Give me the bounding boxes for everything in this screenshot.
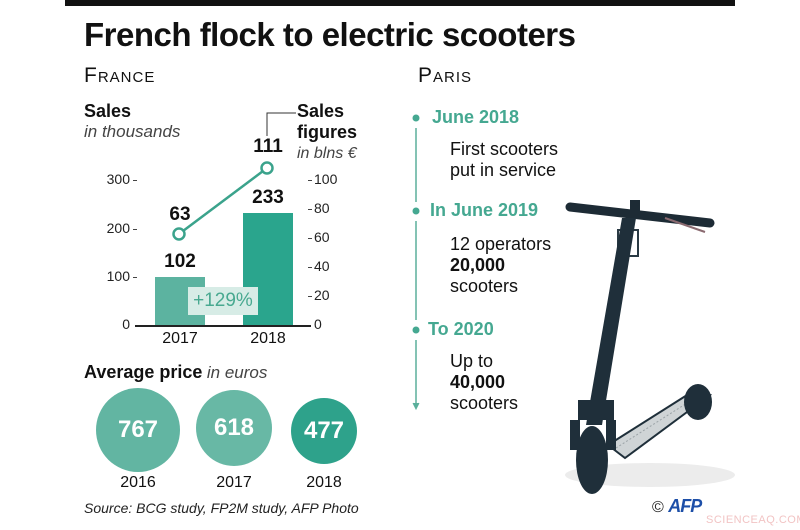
left-tick-200: 200: [106, 220, 130, 236]
left-tick-0: 0: [122, 316, 130, 332]
price-year-2016: 2016: [120, 474, 156, 491]
event-1-line-2: put in service: [450, 160, 557, 180]
afp-logo: AFP: [668, 496, 702, 516]
top-rule: [65, 0, 735, 6]
timeline-event-1: First scooters put in service: [450, 139, 558, 181]
timeline-date-1: June 2018: [432, 107, 520, 127]
timeline-date-2: In June 2019: [430, 200, 539, 220]
right-tick-60: 60: [314, 229, 330, 245]
price-circle-2018: 477: [291, 398, 357, 464]
source-note: Source: BCG study, FP2M study, AFP Photo: [84, 500, 359, 516]
sales-label: Sales: [84, 101, 132, 121]
tick-mark: [308, 267, 312, 268]
avg-price-heading: Average price in euros: [84, 362, 267, 383]
sales-unit: in thousands: [84, 122, 181, 141]
label-connector: [266, 112, 296, 136]
section-paris-heading: Paris: [418, 64, 473, 87]
price-circle-2016: 767: [96, 388, 180, 472]
right-tick-20: 20: [314, 287, 330, 303]
price-year-2017: 2017: [216, 474, 252, 491]
scooter-photo: [565, 200, 735, 494]
timeline-event-2: 12 operators 20,000 scooters: [450, 234, 551, 297]
event-2-line-2: 20,000: [450, 255, 506, 275]
bar-2018-value: 233: [252, 187, 284, 208]
tick-mark: [133, 229, 137, 230]
sales-figures-label-1: Sales: [297, 101, 345, 121]
event-3-line-3: scooters: [450, 393, 519, 413]
growth-badge: +129%: [188, 287, 258, 315]
right-tick-100: 100: [314, 171, 338, 187]
timeline-date-3: To 2020: [428, 319, 494, 339]
timeline-event-3: Up to 40,000 scooters: [450, 351, 518, 414]
left-tick-300: 300: [106, 171, 130, 187]
event-3-line-1: Up to: [450, 351, 494, 371]
right-tick-40: 40: [314, 258, 330, 274]
year-2017: 2017: [162, 330, 198, 347]
right-tick-0: 0: [314, 316, 322, 332]
sales-figures-line: [172, 161, 274, 241]
copyright-symbol: ©: [652, 499, 664, 516]
price-circle-2017: 618: [196, 390, 272, 466]
tick-mark: [133, 277, 137, 278]
sales-figures-unit: in blns €: [297, 145, 357, 162]
timeline-line: [412, 114, 420, 411]
sales-figures-label-2: figures: [297, 122, 358, 142]
avg-price-label: Average price: [84, 362, 203, 382]
bar-2017-value: 102: [164, 251, 196, 272]
left-tick-100: 100: [106, 268, 130, 284]
line-2017-value: 63: [169, 204, 191, 225]
tick-mark: [308, 180, 312, 181]
event-2-line-1: 12 operators: [450, 234, 552, 254]
tick-mark: [133, 180, 137, 181]
tick-mark: [308, 209, 312, 210]
year-2018: 2018: [250, 330, 286, 347]
line-2018-value: 111: [253, 136, 283, 157]
event-2-line-3: scooters: [450, 276, 519, 296]
price-year-2018: 2018: [306, 474, 342, 491]
avg-price-unit: in euros: [206, 363, 268, 382]
watermark: SCIENCEAQ.COM: [706, 514, 800, 526]
photo-credit: © AFP: [652, 496, 702, 517]
event-1-line-1: First scooters: [450, 139, 559, 159]
right-tick-80: 80: [314, 200, 330, 216]
event-3-line-2: 40,000: [450, 372, 506, 392]
section-france-heading: France: [84, 64, 156, 87]
page-title: French flock to electric scooters: [84, 16, 576, 53]
tick-mark: [308, 296, 312, 297]
x-axis-line: [135, 325, 311, 327]
tick-mark: [308, 238, 312, 239]
